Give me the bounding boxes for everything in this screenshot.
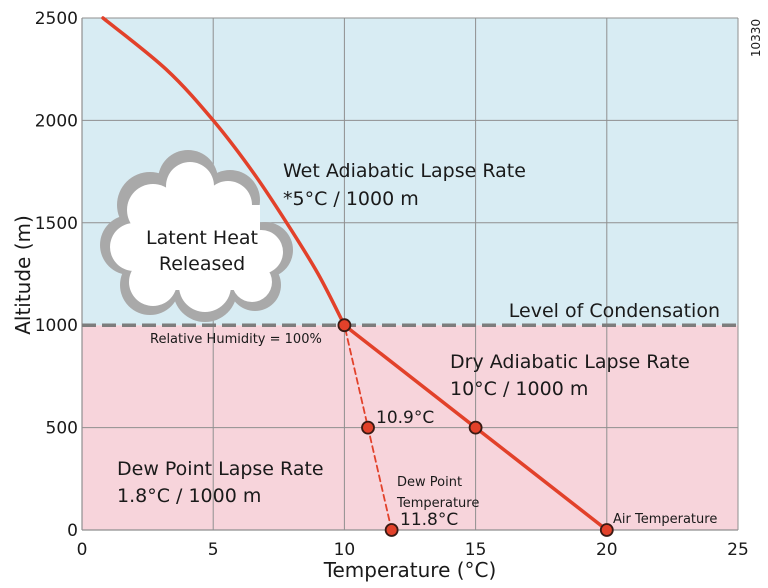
series-line-1 (101, 16, 347, 327)
tick-labels: 0 5 10 15 20 25 0 500 1000 1500 2000 2500 (35, 9, 749, 560)
x-tick-label-3: 15 (465, 540, 487, 560)
y-axis-label: Altitude (m) (11, 215, 35, 335)
dry-lapse-title: Dry Adiabatic Lapse Rate (450, 351, 690, 373)
wet-lapse-rate: *5°C / 1000 m (283, 188, 419, 210)
dew-lapse-title: Dew Point Lapse Rate (117, 458, 324, 480)
cloud-label-line1: Latent Heat (146, 227, 258, 249)
x-tick-label-2: 10 (334, 540, 356, 560)
marker-1 (361, 420, 375, 435)
marker-3 (599, 523, 614, 537)
grid-lines (81, 17, 739, 531)
dew-lapse-rate: 1.8°C / 1000 m (117, 485, 261, 507)
y-tick-label-3: 1500 (35, 214, 78, 234)
y-tick-label-0: 0 (67, 521, 78, 541)
x-tick-label-1: 5 (208, 540, 219, 560)
data-markers (337, 318, 614, 537)
x-tick-label-5: 25 (727, 540, 749, 560)
x-tick-label-4: 20 (596, 540, 618, 560)
dew-point-label-line2: Temperature (396, 496, 479, 511)
wet-lapse-title: Wet Adiabatic Lapse Rate (283, 160, 526, 182)
marker-4 (384, 523, 399, 537)
x-axis-label: Temperature (°C) (323, 558, 497, 582)
y-tick-label-5: 2500 (35, 9, 78, 29)
air-temp-label: Air Temperature (613, 512, 717, 527)
y-tick-label-4: 2000 (35, 111, 78, 131)
marker-0 (337, 318, 352, 333)
temp-118-label: 11.8°C (400, 510, 458, 530)
cloud-icon (100, 150, 293, 322)
condensation-label: Level of Condensation (509, 300, 720, 322)
temp-109-label: 10.9°C (376, 408, 434, 428)
x-tick-label-0: 0 (77, 540, 88, 560)
dew-point-label-line1: Dew Point (397, 475, 462, 490)
y-tick-label-2: 1000 (35, 316, 78, 336)
dry-lapse-rate: 10°C / 1000 m (450, 378, 588, 400)
figure-code: 10330 (749, 19, 763, 57)
humidity-label: Relative Humidity = 100% (150, 332, 322, 347)
cloud-label-line2: Released (159, 253, 245, 275)
y-tick-label-1: 500 (46, 419, 78, 439)
marker-2 (468, 420, 483, 435)
